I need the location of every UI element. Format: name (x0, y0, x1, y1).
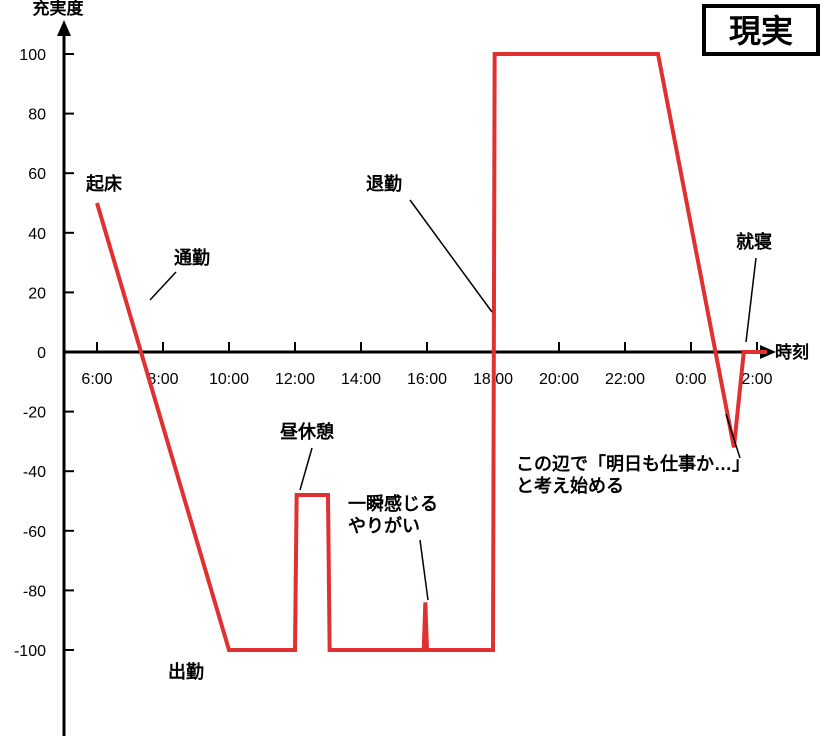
annotation-tomorrow: この辺で「明日も仕事か…」と考え始める (516, 453, 750, 496)
y-tick-label: 100 (19, 47, 46, 64)
leader-lunch (300, 448, 312, 490)
annotation-leave: 退勤 (366, 173, 402, 194)
annotation-arrive: 出勤 (168, 661, 204, 682)
leader-leave (410, 200, 492, 312)
leader-fleeting (420, 540, 428, 600)
y-tick-label: 80 (28, 107, 46, 124)
y-tick-label: -100 (14, 643, 46, 660)
y-tick-label: -80 (23, 583, 46, 600)
y-axis-label: 充実度 (33, 0, 85, 18)
annotation-lunch: 昼休憩 (280, 421, 334, 442)
annotation-commute: 通勤 (174, 247, 210, 268)
chart-svg: 100806040200-20-40-60-80-1006:008:0010:0… (0, 0, 822, 756)
annotation-wake: 起床 (85, 173, 123, 194)
y-tick-label: 60 (28, 166, 46, 183)
x-tick-label: 16:00 (407, 371, 447, 388)
leader-commute (150, 272, 176, 300)
y-tick-label: -40 (23, 464, 46, 481)
leader-sleep (746, 258, 756, 342)
x-tick-label: 20:00 (539, 371, 579, 388)
x-tick-label: 10:00 (209, 371, 249, 388)
x-tick-label: 0:00 (675, 371, 706, 388)
y-tick-label: 0 (37, 345, 46, 362)
chart-container: 100806040200-20-40-60-80-1006:008:0010:0… (0, 0, 822, 756)
x-tick-label: 12:00 (275, 371, 315, 388)
y-tick-label: -20 (23, 405, 46, 422)
y-tick-label: 40 (28, 226, 46, 243)
x-axis-label: 時刻 (775, 342, 809, 362)
annotation-fleeting: 一瞬感じるやりがい (348, 493, 438, 536)
annotation-sleep: 就寝 (736, 231, 772, 252)
x-tick-label: 14:00 (341, 371, 381, 388)
y-tick-label: -60 (23, 524, 46, 541)
title-text: 現実 (729, 13, 793, 49)
x-tick-label: 2:00 (741, 371, 772, 388)
x-tick-label: 6:00 (81, 371, 112, 388)
x-tick-label: 22:00 (605, 371, 645, 388)
y-tick-label: 20 (28, 285, 46, 302)
